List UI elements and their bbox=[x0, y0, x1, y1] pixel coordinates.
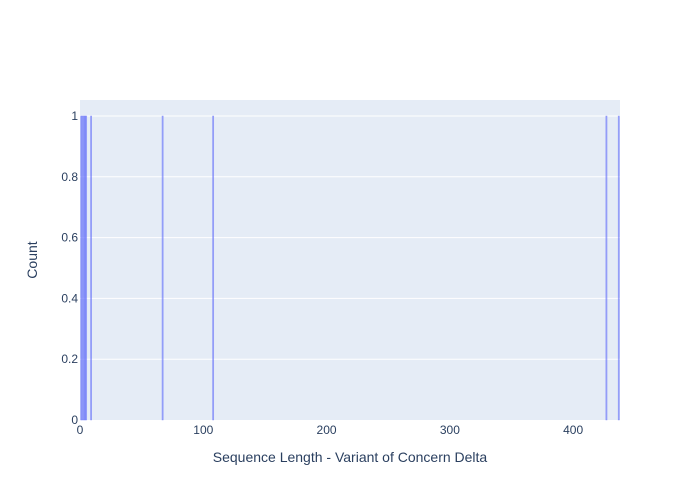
histogram-bar bbox=[90, 115, 92, 421]
y-tick-labels: 0 0.2 0.4 0.6 0.8 1 bbox=[61, 109, 78, 427]
x-tick-label: 400 bbox=[563, 423, 583, 437]
y-tick-label: 0.8 bbox=[61, 170, 78, 184]
histogram-bar bbox=[85, 115, 88, 421]
plot-background bbox=[80, 100, 620, 420]
y-tick-label: 0.6 bbox=[61, 231, 78, 245]
x-axis-title: Sequence Length - Variant of Concern Del… bbox=[213, 449, 488, 465]
histogram-bar bbox=[605, 115, 608, 421]
y-gridlines bbox=[80, 115, 620, 360]
y-tick-label: 0.2 bbox=[61, 352, 78, 366]
x-tick-label: 0 bbox=[77, 423, 84, 437]
x-tick-label: 100 bbox=[193, 423, 213, 437]
x-tick-labels: 0 100 200 300 400 bbox=[77, 423, 584, 437]
histogram-bar bbox=[212, 115, 215, 421]
histogram-bar bbox=[161, 115, 164, 421]
x-tick-label: 200 bbox=[317, 423, 337, 437]
x-tick-label: 300 bbox=[440, 423, 460, 437]
bars bbox=[80, 115, 620, 421]
y-tick-label: 0 bbox=[71, 413, 78, 427]
y-tick-label: 0.4 bbox=[61, 291, 78, 305]
histogram-bar bbox=[617, 115, 620, 421]
y-tick-label: 1 bbox=[71, 109, 78, 123]
y-axis-title: Count bbox=[24, 241, 40, 278]
